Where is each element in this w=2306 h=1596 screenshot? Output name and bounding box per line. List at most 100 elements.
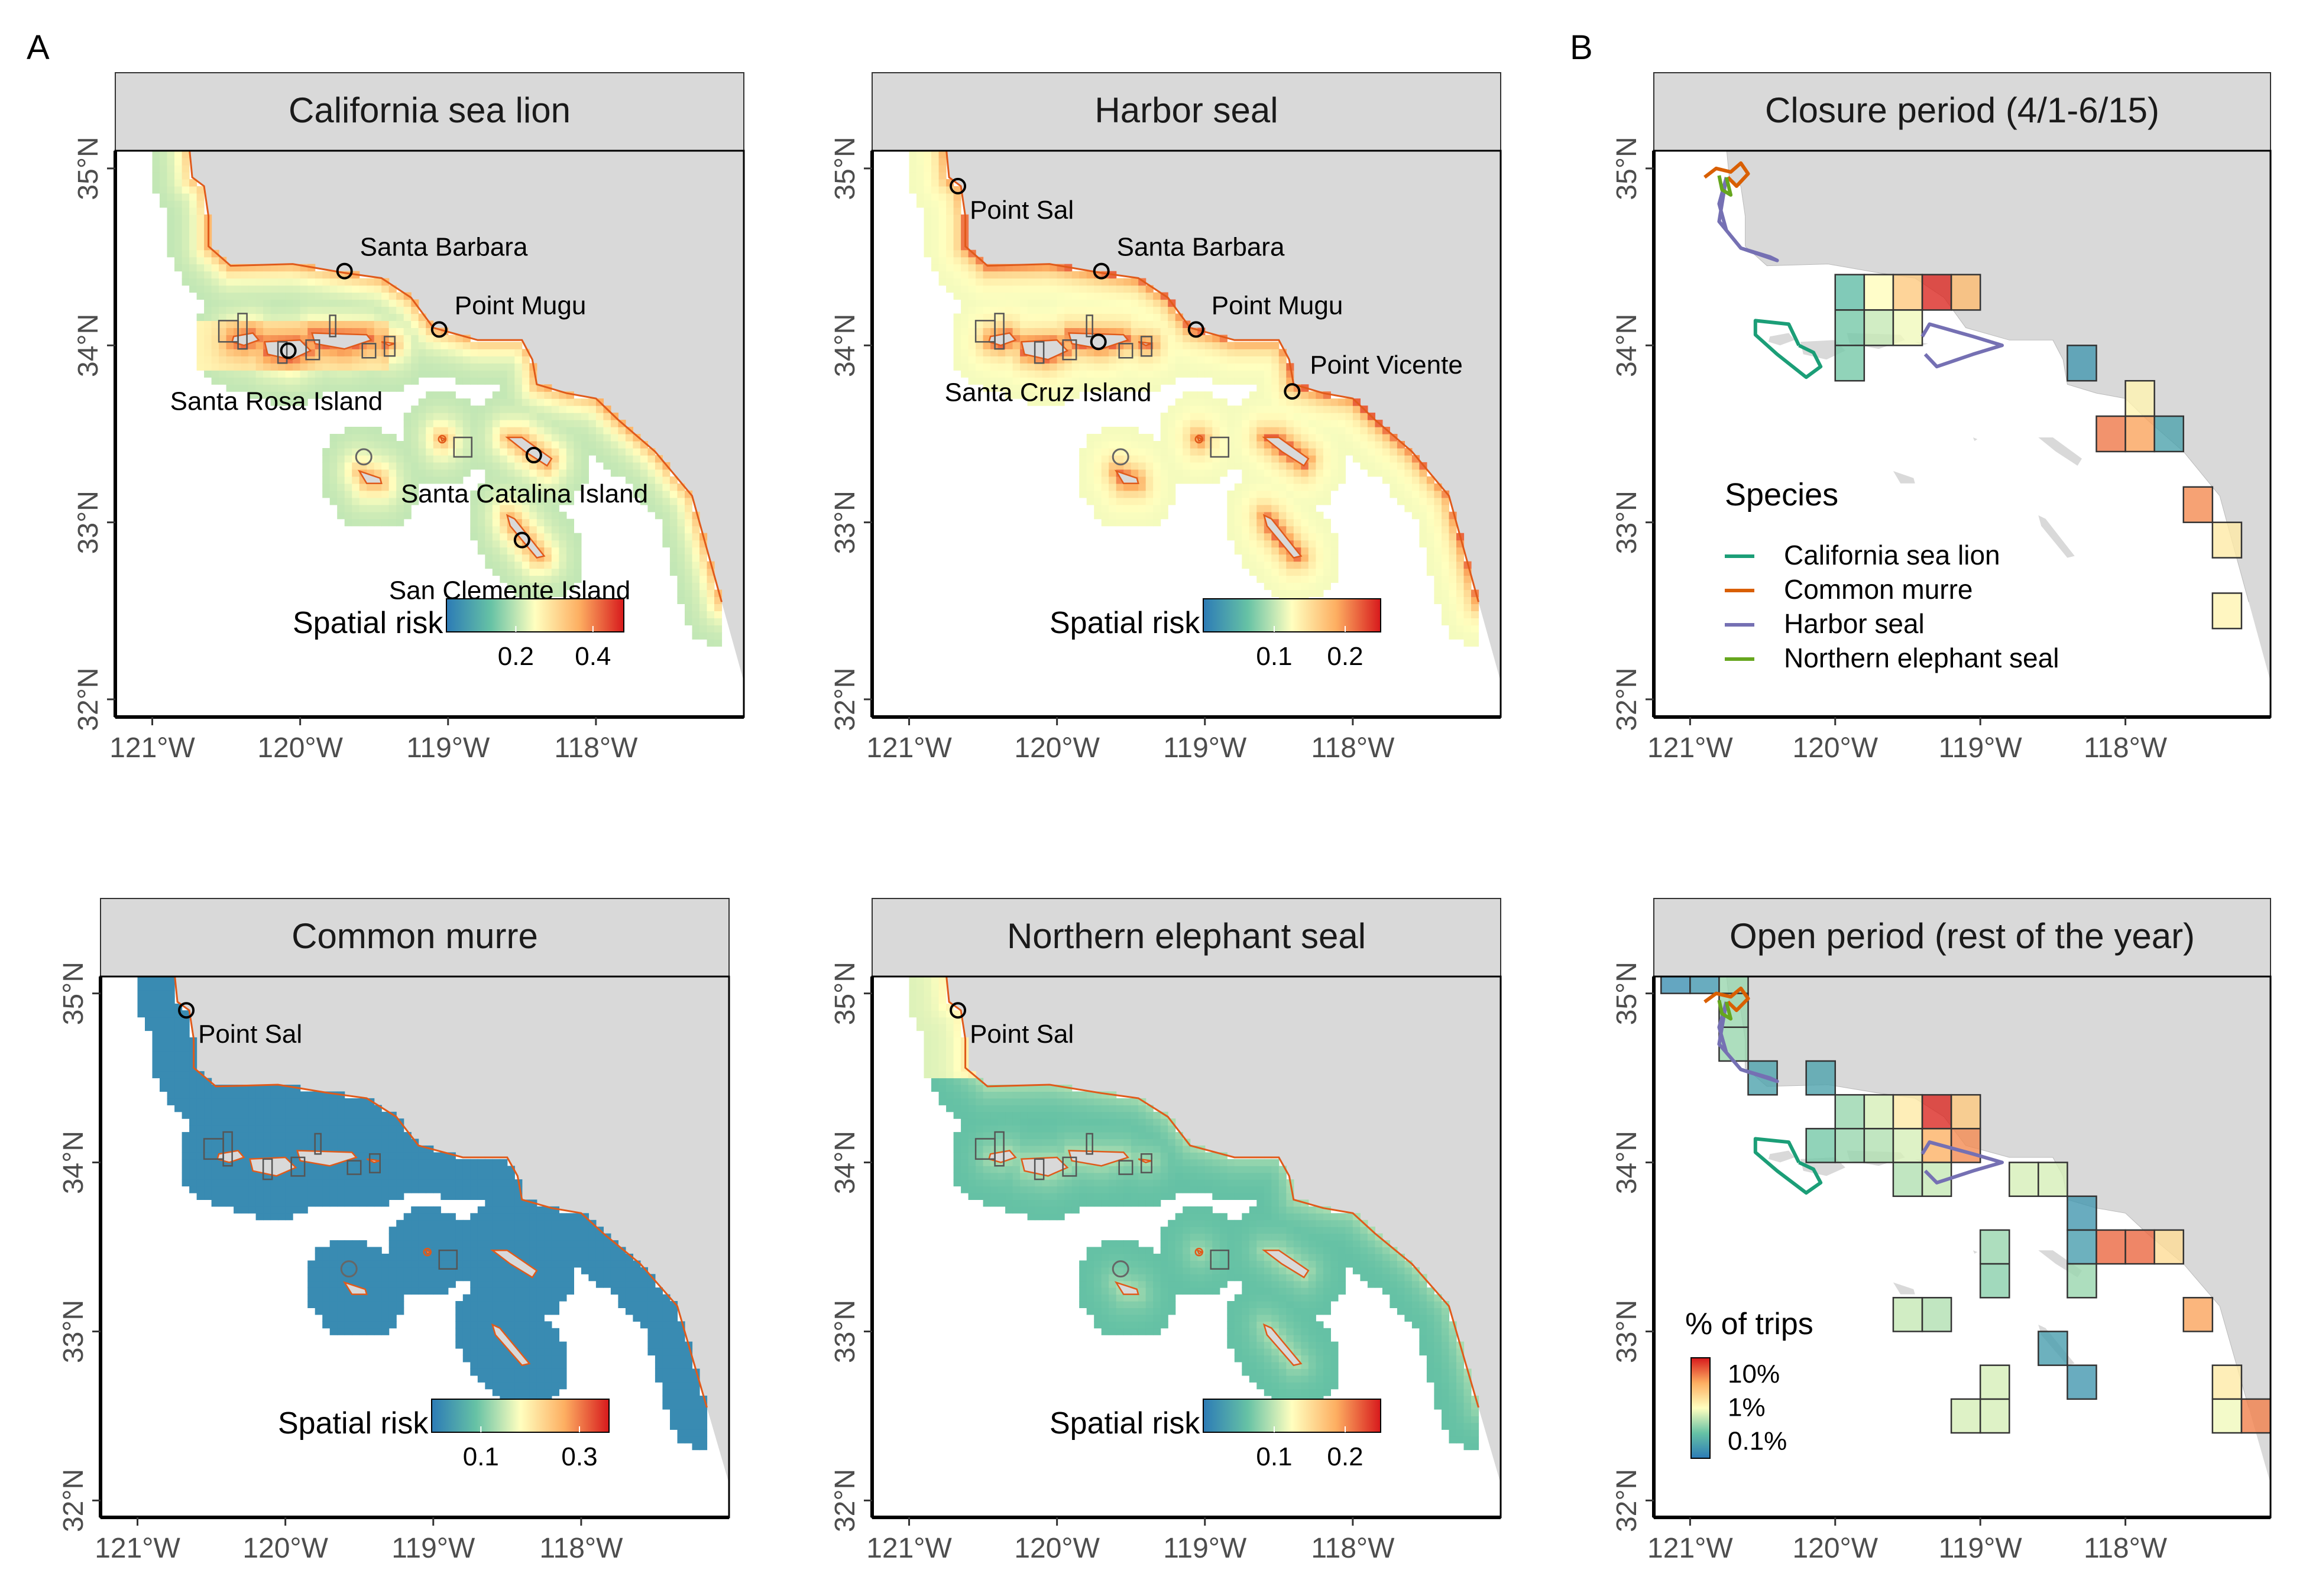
- trip-cell: [2124, 1229, 2155, 1265]
- colorbar-tick-label: 1%: [1728, 1393, 1766, 1422]
- trip-cell: [1863, 274, 1894, 311]
- facet-strip: [115, 72, 744, 151]
- map-area: [1654, 151, 2271, 717]
- facet-strip: [1653, 898, 2271, 977]
- panel-california-sea-lion: California sea lion Santa Barbara Point Mu…: [73, 72, 745, 764]
- trip-cell: [1834, 1094, 1865, 1130]
- facet-strip: [872, 898, 1501, 977]
- track-harbor-seal-2: [1920, 1140, 2004, 1185]
- coastline: [945, 151, 1479, 602]
- x-tick-label: 119°W: [1163, 1533, 1247, 1564]
- colorbar: [1690, 1357, 1711, 1459]
- trip-cell: [1892, 1128, 1923, 1163]
- trip-cell: [2038, 1162, 2068, 1197]
- trip-cell: [1892, 1094, 1923, 1130]
- colorbar: [446, 598, 624, 632]
- mainland: [189, 151, 744, 682]
- y-tick-label: 33°N: [58, 1300, 89, 1363]
- colorbar-tick-label: 0.1: [1256, 1442, 1292, 1471]
- island: [1768, 333, 1795, 346]
- protected-area: [368, 1153, 381, 1173]
- colorbar-tick-label: 0.2: [1327, 642, 1363, 671]
- panel-letter-a: A: [27, 28, 50, 67]
- trip-cell: [1863, 1094, 1894, 1130]
- protected-area: [383, 336, 396, 357]
- facet-title: Closure period (4/1-6/15): [1765, 90, 2159, 130]
- x-tick-label: 121°W: [95, 1533, 180, 1564]
- x-tick-label: 118°W: [2084, 1533, 2168, 1564]
- place-marker: [280, 342, 297, 359]
- trip-cell: [2211, 592, 2243, 630]
- trip-cell: [1979, 1398, 2010, 1434]
- place-label: Santa Cruz Island: [945, 378, 1152, 407]
- trip-cell: [1921, 1297, 1952, 1332]
- y-tick-label: 32°N: [1611, 667, 1643, 731]
- island: [1262, 1323, 1303, 1367]
- x-tick-label: 121°W: [1647, 732, 1733, 764]
- trip-cell: [1834, 345, 1865, 382]
- y-tick-label: 34°N: [830, 314, 861, 377]
- island: [1196, 436, 1204, 442]
- panels: California sea lion Santa Barbara Point Mu…: [58, 72, 2272, 1564]
- colorbar-tick-label: 0.1: [1256, 642, 1292, 671]
- panel-letter-b: B: [1570, 28, 1593, 67]
- place-marker: [950, 1002, 967, 1019]
- x-tick-label: 119°W: [1939, 1533, 2023, 1564]
- islet: [1194, 434, 1204, 444]
- mainland: [1727, 977, 2271, 1484]
- colorbar-label: % of trips: [1685, 1307, 1813, 1341]
- trip-cell: [1892, 309, 1923, 346]
- trip-cell: [1834, 274, 1865, 311]
- trip-cell: [1660, 977, 1691, 994]
- panel-harbor-seal: Harbor seal Point Sal Santa Barbara Point M…: [830, 72, 1502, 764]
- reserve-circle: [1112, 1260, 1129, 1278]
- track-california-sea-lion: [1753, 1137, 1823, 1195]
- trip-cell: [2211, 1398, 2243, 1434]
- risk-surface: [909, 151, 1479, 647]
- track-harbor-seal: [1717, 177, 1779, 262]
- colorbar-label: Spatial risk: [1050, 1406, 1200, 1441]
- protected-area: [305, 339, 320, 361]
- island: [1196, 1248, 1204, 1255]
- colorbar-tick-label: 0.2: [498, 642, 534, 671]
- x-tick-label: 120°W: [1792, 732, 1878, 764]
- colorbar-tick-label: 0.1%: [1728, 1426, 1787, 1455]
- island: [216, 1150, 245, 1163]
- island: [1893, 471, 1915, 484]
- trip-cell: [1979, 1263, 2010, 1299]
- y-tick-label: 33°N: [73, 491, 104, 554]
- x-tick-label: 119°W: [1163, 732, 1247, 764]
- trip-cell: [1805, 1060, 1837, 1096]
- x-tick-label: 120°W: [1014, 1533, 1100, 1564]
- colorbar: [431, 1399, 610, 1433]
- mainland: [946, 151, 1501, 682]
- y-tick-label: 33°N: [1611, 491, 1643, 554]
- x-tick-label: 118°W: [1311, 732, 1395, 764]
- legend-entry-northern-elephant-seal: Northern elephant seal: [1784, 643, 2059, 673]
- protected-area: [438, 1249, 458, 1270]
- x-tick-label: 121°W: [866, 732, 952, 764]
- risk-surface: [909, 977, 1479, 1451]
- x-tick-label: 119°W: [391, 1533, 475, 1564]
- y-tick-label: 33°N: [1611, 1300, 1643, 1363]
- trip-cell: [1863, 1128, 1894, 1163]
- island: [1973, 437, 1978, 441]
- x-tick-label: 121°W: [109, 732, 195, 764]
- mainland: [946, 977, 1501, 1484]
- mainland: [1727, 151, 2271, 682]
- track-common-murre: [1703, 987, 1750, 1013]
- y-tick-label: 34°N: [1611, 1131, 1643, 1194]
- island: [1021, 1156, 1069, 1177]
- trip-cell: [2096, 415, 2126, 453]
- place-marker: [178, 1002, 195, 1019]
- island: [296, 1150, 358, 1167]
- protected-area: [994, 313, 1005, 350]
- island: [424, 1248, 432, 1255]
- island: [1262, 514, 1303, 559]
- colorbar-label: Spatial risk: [278, 1406, 429, 1441]
- y-tick-label: 34°N: [73, 314, 104, 377]
- facet-strip: [100, 898, 730, 977]
- island: [1800, 340, 1845, 360]
- x-tick-label: 119°W: [1939, 732, 2023, 764]
- protected-area: [1140, 336, 1152, 357]
